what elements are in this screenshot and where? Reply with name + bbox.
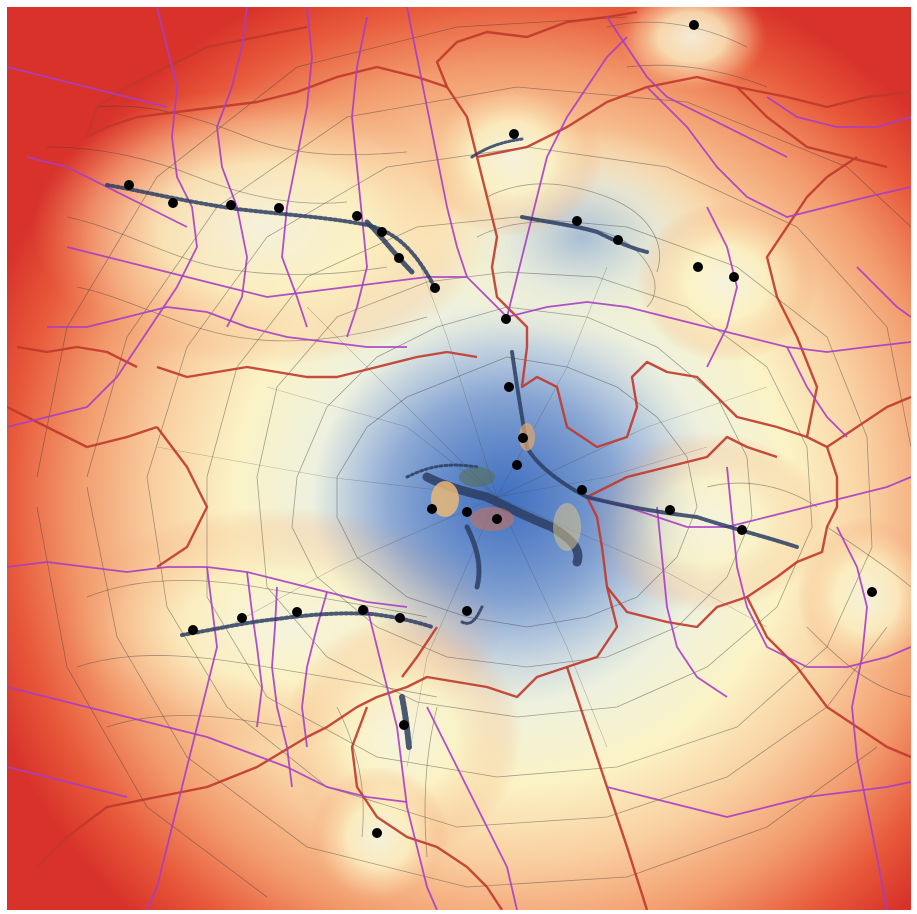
settlement-dot-nw-valley-3[interactable]	[226, 200, 236, 210]
settlement-dot-center-1[interactable]	[501, 314, 511, 324]
settlement-dot-east-3[interactable]	[665, 505, 675, 515]
settlement-dot-nw-valley-1[interactable]	[124, 180, 134, 190]
settlement-dot-ne-east-1[interactable]	[613, 235, 623, 245]
settlement-dot-east-1[interactable]	[492, 514, 502, 524]
settlement-dot-north-center[interactable]	[509, 129, 519, 139]
settlement-dot-ne-valley-2[interactable]	[572, 216, 582, 226]
settlement-dot-south-center[interactable]	[395, 613, 405, 623]
settlement-dot-sw-valley-5[interactable]	[358, 605, 368, 615]
settlement-dot-north-peak[interactable]	[689, 20, 699, 30]
settlement-dot-center-5[interactable]	[427, 504, 437, 514]
settlement-dot-nw-valley-7[interactable]	[394, 253, 404, 263]
settlement-dot-sw-valley-4[interactable]	[292, 607, 302, 617]
settlement-dot-sw-valley-3[interactable]	[237, 613, 247, 623]
settlement-dot-nw-valley-4[interactable]	[274, 203, 284, 213]
settlement-dot-east-2[interactable]	[577, 485, 587, 495]
settlement-dot-ne-valley-1[interactable]	[430, 283, 440, 293]
settlement-dot-sw-valley-2[interactable]	[188, 625, 198, 635]
settlement-dot-sw-valley-1[interactable]	[867, 587, 877, 597]
heatmap-terrain-map[interactable]	[7, 7, 911, 910]
settlement-dot-nw-valley-2[interactable]	[168, 198, 178, 208]
settlement-dot-center-2[interactable]	[504, 382, 514, 392]
settlement-dot-center-3[interactable]	[518, 433, 528, 443]
settlement-dot-center-north[interactable]	[729, 272, 739, 282]
contour-lines	[36, 16, 911, 898]
settlement-dot-south-2[interactable]	[399, 720, 409, 730]
settlement-dot-ne-east-2[interactable]	[693, 262, 703, 272]
settlement-dots	[124, 20, 877, 838]
settlement-dot-south-1[interactable]	[462, 606, 472, 616]
settlement-dot-center-6[interactable]	[462, 507, 472, 517]
map-frame	[7, 7, 911, 910]
minor-roads	[7, 7, 911, 910]
settlement-dot-extra-32[interactable]	[372, 828, 382, 838]
valley-glow-layer	[32, 7, 911, 907]
settlement-dot-center-4[interactable]	[512, 460, 522, 470]
settlement-dot-nw-valley-5[interactable]	[352, 211, 362, 221]
settlement-dot-nw-valley-6[interactable]	[377, 227, 387, 237]
settlement-dot-far-east[interactable]	[737, 525, 747, 535]
